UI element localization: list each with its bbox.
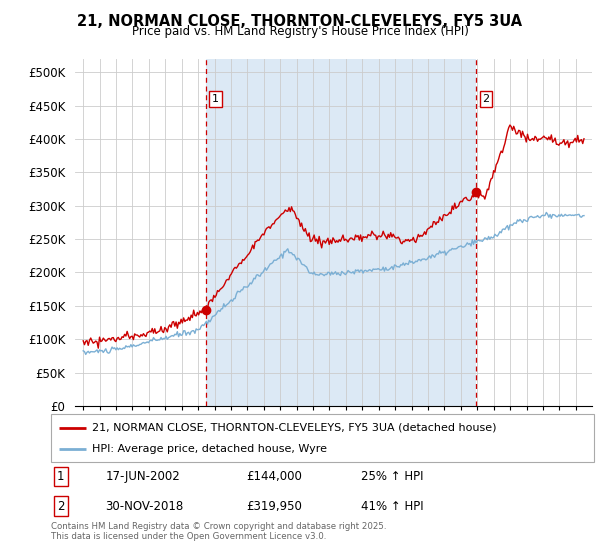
Text: 21, NORMAN CLOSE, THORNTON-CLEVELEYS, FY5 3UA: 21, NORMAN CLOSE, THORNTON-CLEVELEYS, FY…: [77, 14, 523, 29]
Text: Contains HM Land Registry data © Crown copyright and database right 2025.
This d: Contains HM Land Registry data © Crown c…: [51, 522, 386, 542]
Text: 30-NOV-2018: 30-NOV-2018: [106, 500, 184, 513]
Text: £144,000: £144,000: [247, 470, 302, 483]
Text: 25% ↑ HPI: 25% ↑ HPI: [361, 470, 423, 483]
Text: 17-JUN-2002: 17-JUN-2002: [106, 470, 180, 483]
Text: 2: 2: [482, 94, 490, 104]
Text: HPI: Average price, detached house, Wyre: HPI: Average price, detached house, Wyre: [92, 444, 327, 454]
Text: 41% ↑ HPI: 41% ↑ HPI: [361, 500, 423, 513]
Text: £319,950: £319,950: [247, 500, 302, 513]
Text: Price paid vs. HM Land Registry's House Price Index (HPI): Price paid vs. HM Land Registry's House …: [131, 25, 469, 38]
Text: 1: 1: [57, 470, 65, 483]
Text: 2: 2: [57, 500, 65, 513]
Bar: [206, 59, 476, 406]
Text: 1: 1: [212, 94, 219, 104]
FancyBboxPatch shape: [51, 414, 594, 462]
Text: 21, NORMAN CLOSE, THORNTON-CLEVELEYS, FY5 3UA (detached house): 21, NORMAN CLOSE, THORNTON-CLEVELEYS, FY…: [92, 423, 496, 433]
